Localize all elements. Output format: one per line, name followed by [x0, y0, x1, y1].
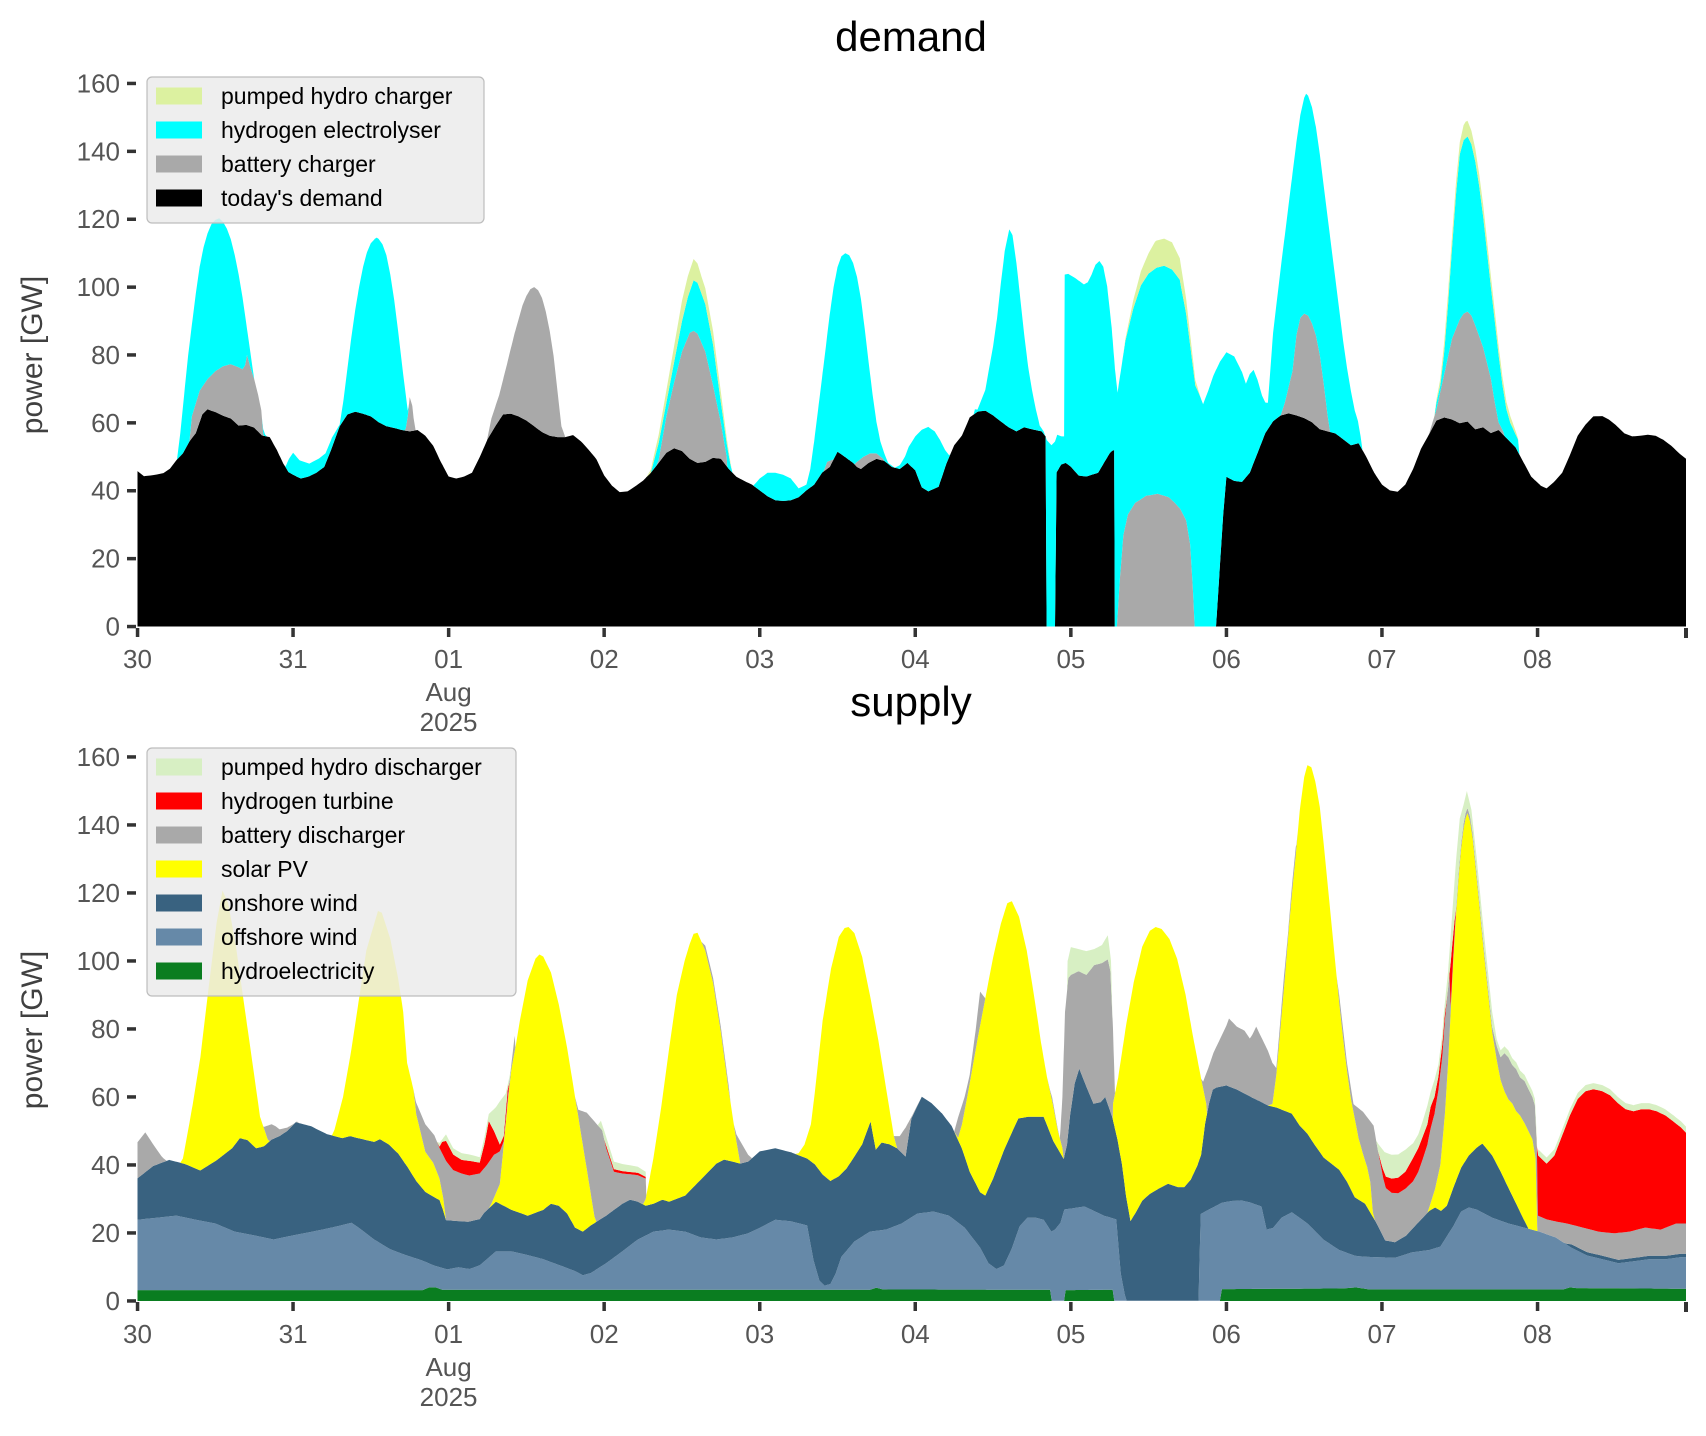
svg-text:03: 03 [745, 1319, 774, 1349]
svg-text:07: 07 [1368, 1319, 1397, 1349]
svg-text:05: 05 [1056, 1319, 1085, 1349]
svg-text:hydrogen electrolyser: hydrogen electrolyser [221, 117, 441, 143]
svg-text:04: 04 [901, 1319, 930, 1349]
svg-text:20: 20 [91, 544, 120, 574]
svg-text:offshore wind: offshore wind [221, 924, 357, 950]
svg-text:02: 02 [590, 644, 619, 674]
svg-text:01: 01 [434, 644, 463, 674]
svg-text:today's demand: today's demand [221, 185, 383, 211]
svg-text:120: 120 [77, 204, 120, 234]
svg-text:06: 06 [1212, 1319, 1241, 1349]
svg-text:31: 31 [279, 1319, 308, 1349]
svg-text:140: 140 [77, 136, 120, 166]
svg-text:pumped hydro discharger: pumped hydro discharger [221, 754, 482, 780]
svg-text:power [GW]: power [GW] [16, 276, 49, 434]
svg-text:120: 120 [77, 878, 120, 908]
svg-text:Aug: Aug [425, 1352, 471, 1382]
svg-text:05: 05 [1056, 644, 1085, 674]
svg-text:08: 08 [1523, 644, 1552, 674]
svg-text:06: 06 [1212, 644, 1241, 674]
svg-text:Aug: Aug [425, 677, 471, 707]
svg-text:0: 0 [106, 1286, 120, 1316]
svg-text:hydroelectricity: hydroelectricity [221, 958, 375, 984]
svg-text:battery charger: battery charger [221, 151, 376, 177]
svg-text:60: 60 [91, 408, 120, 438]
svg-text:demand: demand [835, 13, 987, 60]
svg-text:80: 80 [91, 1014, 120, 1044]
svg-text:08: 08 [1523, 1319, 1552, 1349]
svg-text:160: 160 [77, 742, 120, 772]
svg-text:battery discharger: battery discharger [221, 822, 405, 848]
svg-text:power [GW]: power [GW] [16, 951, 49, 1109]
svg-text:140: 140 [77, 810, 120, 840]
svg-text:solar PV: solar PV [221, 856, 309, 882]
svg-text:40: 40 [91, 476, 120, 506]
svg-text:60: 60 [91, 1082, 120, 1112]
svg-text:01: 01 [434, 1319, 463, 1349]
svg-text:pumped hydro charger: pumped hydro charger [221, 83, 453, 109]
svg-text:31: 31 [279, 644, 308, 674]
svg-text:80: 80 [91, 340, 120, 370]
svg-text:30: 30 [123, 1319, 152, 1349]
svg-text:2025: 2025 [420, 707, 478, 737]
svg-text:40: 40 [91, 1150, 120, 1180]
svg-text:100: 100 [77, 946, 120, 976]
svg-text:03: 03 [745, 644, 774, 674]
svg-text:02: 02 [590, 1319, 619, 1349]
svg-text:2025: 2025 [420, 1382, 478, 1412]
svg-text:supply: supply [850, 678, 971, 725]
svg-text:onshore wind: onshore wind [221, 890, 358, 916]
svg-text:100: 100 [77, 272, 120, 302]
svg-text:30: 30 [123, 644, 152, 674]
svg-text:0: 0 [106, 612, 120, 642]
svg-text:hydrogen turbine: hydrogen turbine [221, 788, 394, 814]
svg-text:07: 07 [1368, 644, 1397, 674]
svg-text:04: 04 [901, 644, 930, 674]
svg-text:20: 20 [91, 1218, 120, 1248]
svg-text:160: 160 [77, 69, 120, 99]
